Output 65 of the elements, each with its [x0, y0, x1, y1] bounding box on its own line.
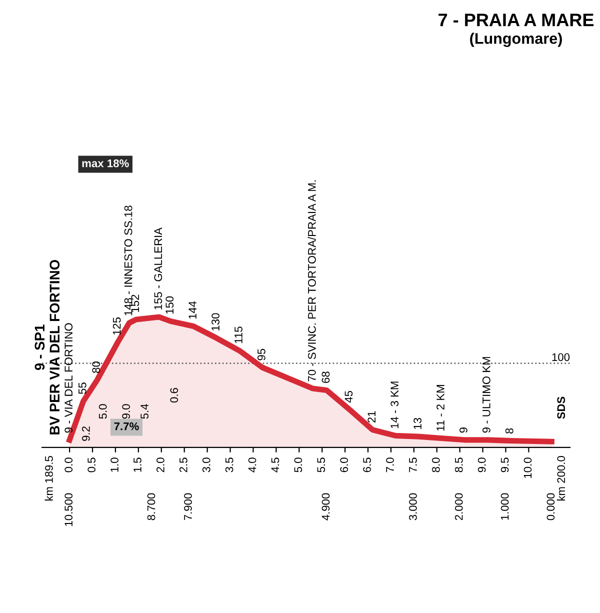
x2-tick-label: 0.000 [546, 493, 555, 520]
data-label: 9 [460, 428, 468, 433]
x-tick-label: 8.0 [432, 458, 440, 472]
data-label: 14 - 3 KM [390, 382, 399, 428]
annotation: 5.4 [140, 404, 148, 419]
x2-tick-label: 8.700 [147, 493, 156, 520]
data-label: 130 [212, 313, 220, 330]
x2-tick-label: 10.500 [64, 493, 73, 526]
ref-line-label: 100 [552, 353, 570, 362]
text: km 200.0 [556, 456, 566, 501]
x-tick-label: 6.5 [363, 458, 371, 472]
x-tick-label: 8.5 [454, 458, 463, 472]
x2-tick-label: 1.000 [500, 493, 509, 520]
data-label: 45 [344, 390, 353, 403]
annotation: SDS [557, 396, 566, 419]
x-tick-label: 1.5 [134, 458, 142, 472]
annotation: 0.6 [170, 388, 178, 403]
data-label: 55 [78, 382, 86, 394]
x-tick-label: 2.5 [179, 458, 188, 472]
data-label: 155 - GALLERIA [154, 228, 162, 310]
data-label: 9 - ULTIMO KM [482, 357, 490, 433]
x-tick-label: 3.5 [225, 458, 234, 472]
x2-tick-label: 7.900 [184, 493, 192, 520]
chart-title: 7 - PRAIA A MARE [438, 14, 594, 26]
x-tick-label: 0.0 [64, 458, 73, 472]
x2-tick-label: 2.000 [454, 493, 463, 520]
data-label: 70 - SVINC. PER TORTORA/PRAIA A M. [308, 180, 316, 382]
text: max 18% [82, 159, 129, 168]
x-tick-label: 0.5 [88, 458, 96, 472]
x-tick-label: 10.0 [524, 458, 532, 478]
x-tick-label: 5.5 [317, 458, 326, 472]
data-label: 11 - 2 KM [436, 385, 444, 431]
x-tick-label: 9.0 [478, 458, 486, 472]
data-label: 80 [92, 361, 100, 373]
x-tick-label: 7.0 [386, 458, 394, 472]
data-label: 150 [166, 296, 174, 314]
data-label: 13 [414, 418, 422, 429]
chart-subtitle: (Lungomare) [470, 32, 562, 47]
x-tick-label: 3.0 [202, 458, 210, 472]
annotation: 9 - SP1 BV PER VIA DEL FORTINO [34, 260, 60, 434]
annotation: 9.2 [82, 426, 90, 441]
data-label: 144 [188, 301, 196, 319]
data-label: 9 - VIA DEL FORTINO [64, 323, 73, 433]
x2-tick-label: 3.000 [409, 493, 417, 520]
annotation: 7.7% [114, 422, 139, 430]
x-tick-label: 5.0 [294, 458, 302, 472]
x-tick-label: 2.0 [156, 458, 164, 472]
data-label: 152 [131, 294, 140, 312]
x-tick-label: 9.5 [500, 458, 509, 472]
x-tick-label: 6.0 [340, 458, 348, 472]
x-tick-label: 7.5 [409, 458, 417, 472]
data-label: 95 [257, 348, 266, 360]
data-label: 148 - INNESTO SS.18 [124, 206, 132, 316]
data-label: 21 [368, 411, 376, 423]
data-label: 68 [322, 372, 330, 383]
data-label: 115 [234, 326, 242, 344]
text: km 189.5 [44, 456, 53, 501]
x-tick-label: 4.0 [248, 458, 256, 472]
x2-tick-label: 4.900 [322, 493, 330, 520]
annotation: 9.0 [122, 404, 130, 419]
data-label: 8 [505, 428, 514, 434]
annotation: 5.0 [98, 404, 107, 419]
data-label: 125 [112, 317, 121, 335]
x-tick-label: 4.5 [271, 458, 280, 472]
x-tick-label: 1.0 [110, 458, 118, 472]
